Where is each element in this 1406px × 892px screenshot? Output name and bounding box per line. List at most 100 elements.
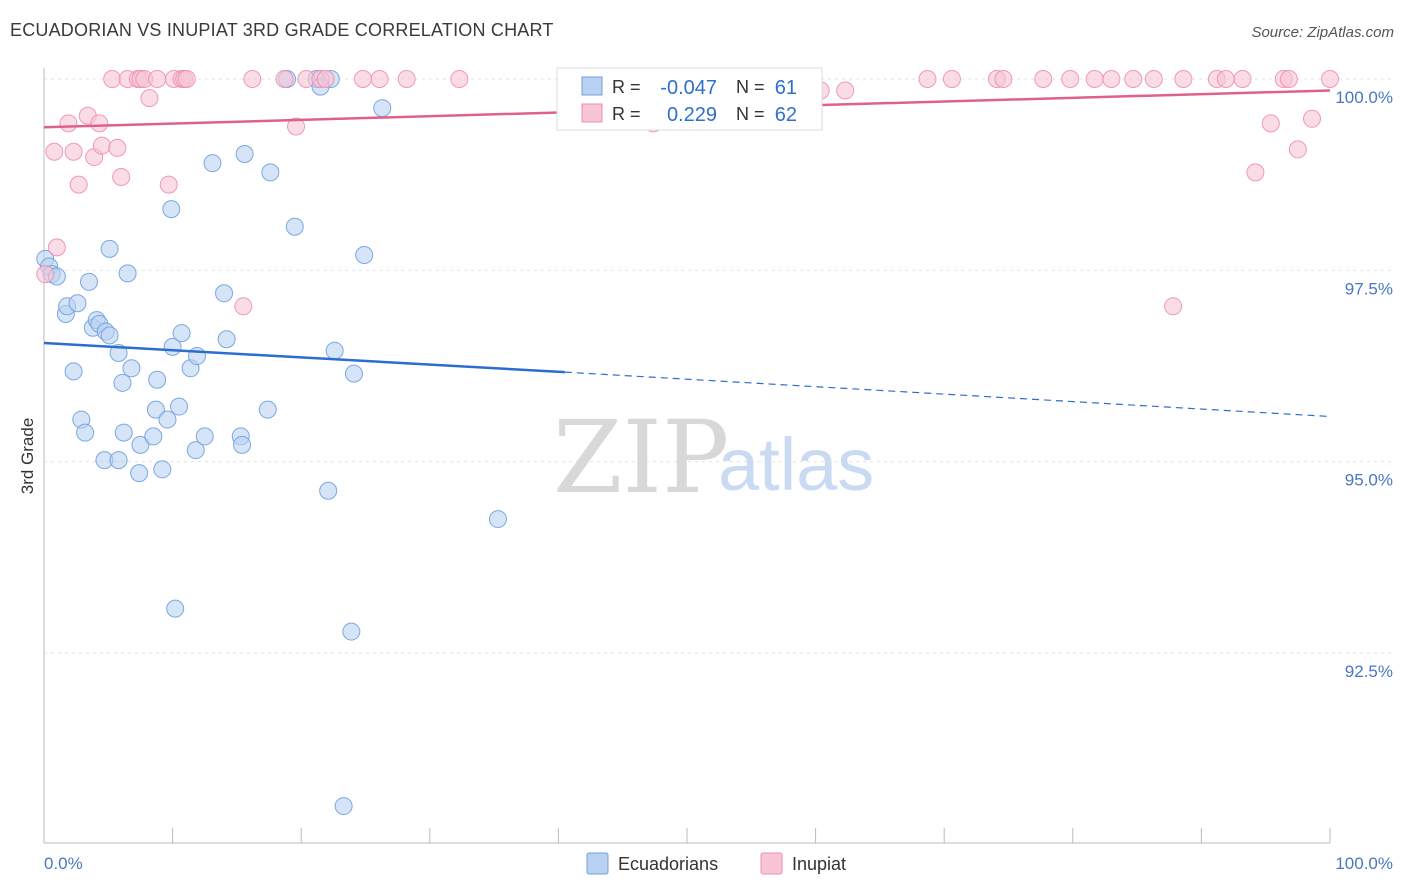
legend-n-label-2: N = (736, 104, 765, 124)
inupiat-point-17 (140, 89, 159, 108)
ecuadorian-point-52 (344, 364, 363, 383)
y-axis-label: 3rd Grade (18, 418, 37, 495)
inupiat-point-61 (1321, 70, 1339, 88)
bottom-legend-swatch-inupiat (760, 852, 783, 875)
inupiat-point-25 (243, 70, 262, 88)
inupiat-point-3 (59, 114, 78, 133)
inupiat-point-45 (1061, 70, 1080, 88)
inupiat-point-43 (994, 70, 1013, 88)
ecuadorian-point-16 (122, 359, 141, 378)
inupiat-point-31 (353, 70, 372, 88)
legend-swatch-ecuadorian (581, 76, 603, 96)
inupiat-point-8 (90, 114, 109, 133)
legend-r-value-1: -0.047 (660, 77, 717, 99)
watermark: ZIP atlas (553, 399, 874, 516)
ecuadorian-point-7 (80, 272, 99, 291)
ecuadorian-point-15 (118, 264, 137, 283)
ecuadorian-point-56 (342, 622, 361, 641)
ecuadorian-point-12 (100, 326, 119, 345)
inupiat-point-40 (918, 70, 937, 88)
chart-title: ECUADORIAN VS INUPIAT 3RD GRADE CORRELAT… (10, 20, 554, 40)
inupiat-point-59 (1288, 140, 1307, 159)
ecuadorian-point-28 (153, 460, 172, 479)
legend-swatch-inupiat (581, 103, 603, 123)
inupiat-point-60 (1302, 109, 1321, 128)
inupiat-point-33 (397, 70, 416, 88)
inupiat-point-27 (287, 117, 306, 136)
ecuadorian-point-57 (334, 797, 353, 816)
inupiat-point-58 (1279, 70, 1298, 88)
inupiat-point-12 (112, 167, 131, 186)
inupiat-point-24 (234, 297, 253, 316)
ecuadorian-point-51 (325, 341, 344, 360)
ecuadorian-point-38 (217, 330, 236, 349)
ecuadorian-point-60 (100, 239, 119, 258)
inupiat-point-4 (64, 142, 83, 161)
ecuadorian-point-45 (261, 163, 280, 182)
inupiat-point-44 (1034, 70, 1053, 88)
inupiat-point-39 (836, 81, 855, 100)
inupiat-point-32 (370, 70, 389, 88)
bottom-legend-label-ecuadorians: Ecuadorians (618, 854, 718, 874)
ecuadorian-point-26 (146, 400, 165, 419)
inupiat-point-0 (36, 265, 55, 284)
inupiat-point-2 (45, 142, 64, 161)
y-tick-labels: 92.5% 95.0% 97.5% 100.0% (1335, 88, 1393, 681)
trend-lines (43, 89, 1331, 418)
bottom-legend-label-inupiat: Inupiat (792, 854, 846, 874)
inupiat-point-34 (450, 70, 469, 88)
inupiat-point-23 (177, 70, 196, 88)
inupiat-point-1 (47, 238, 66, 257)
x-tick-label-max: 100.0% (1335, 854, 1393, 873)
ecuadorian-point-55 (166, 599, 185, 618)
inupiat-point-53 (1216, 70, 1235, 88)
ecuadorian-point-22 (114, 423, 133, 442)
ecuadorian-point-19 (76, 423, 95, 442)
ecuadorian-point-50 (319, 481, 338, 500)
inupiat-point-11 (108, 138, 127, 157)
ecuadorian-trend-line (43, 341, 565, 374)
ecuadorian-point-13 (109, 343, 128, 362)
ecuadorian-point-21 (109, 451, 128, 470)
legend-box: R = -0.047 N = 61 R = 0.229 N = 62 (556, 67, 823, 131)
inupiat-point-54 (1233, 70, 1252, 88)
watermark-atlas: atlas (718, 423, 874, 506)
ecuadorian-point-41 (258, 400, 277, 419)
inupiat-point-10 (103, 70, 122, 88)
bottom-legend: Ecuadorians Inupiat (586, 852, 846, 875)
ecuadorian-point-36 (195, 427, 214, 446)
ecuadorian-point-32 (170, 397, 189, 416)
ecuadorian-point-6 (68, 294, 87, 313)
inupiat-point-41 (942, 70, 961, 88)
watermark-zip: ZIP (553, 399, 729, 516)
ecuadorian-trend-line-extension (564, 371, 1331, 418)
legend-r-value-2: 0.229 (667, 104, 717, 126)
y-tick-label-3: 100.0% (1335, 88, 1393, 107)
legend-r-label-1: R = (612, 77, 641, 97)
ecuadorian-point-17 (64, 362, 83, 381)
bottom-legend-swatch-ecuadorians (586, 852, 609, 875)
inupiat-point-30 (316, 70, 335, 88)
y-tick-label-0: 92.5% (1345, 662, 1393, 681)
ecuadorian-point-53 (355, 246, 374, 265)
ecuadorian-point-14 (113, 373, 132, 392)
ecuadorian-point-58 (488, 510, 507, 529)
legend-n-value-1: 61 (775, 77, 797, 99)
inupiat-point-19 (159, 175, 178, 194)
ecuadorian-point-37 (215, 284, 234, 303)
ecuadorian-point-25 (144, 427, 163, 446)
ecuadorian-point-23 (130, 464, 149, 483)
ecuadorian-point-40 (233, 435, 252, 454)
ecuadorian-point-44 (235, 145, 254, 164)
ecuadorian-point-54 (373, 99, 392, 118)
ecuadorian-point-49 (285, 217, 304, 236)
ecuadorian-point-24 (131, 435, 150, 454)
source-label: Source: ZipAtlas.com (1251, 24, 1394, 41)
legend-r-label-2: R = (612, 104, 641, 124)
inupiat-point-55 (1246, 163, 1265, 182)
inupiat-point-49 (1144, 70, 1163, 88)
gridlines (44, 78, 1393, 654)
y-tick-label-1: 95.0% (1345, 471, 1393, 490)
inupiat-point-47 (1102, 70, 1121, 88)
